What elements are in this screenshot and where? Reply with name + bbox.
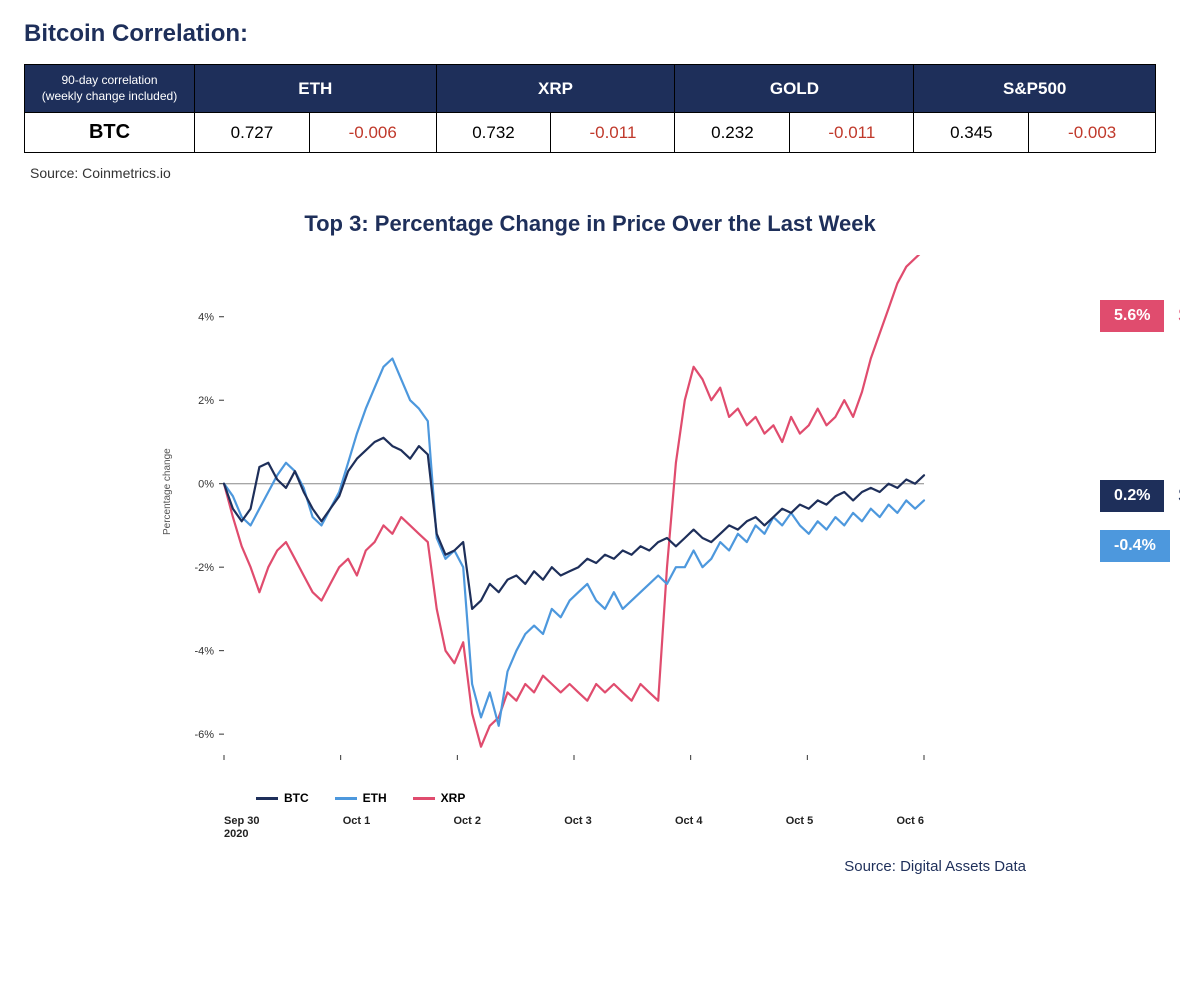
badge-eth: -0.4% $353.5	[1100, 530, 1180, 562]
y-axis-label: Percentage change	[162, 448, 173, 535]
cell-sp500-value: 0.345	[914, 113, 1029, 153]
legend-xrp-label: XRP	[441, 791, 466, 805]
table-header-row: 90-day correlation (weekly change includ…	[25, 65, 1156, 113]
cell-gold-value: 0.232	[675, 113, 790, 153]
badge-btc: 0.2% $10,751	[1100, 480, 1180, 512]
header-label-line2: (weekly change included)	[42, 89, 177, 103]
legend-xrp: XRP	[413, 791, 466, 805]
cell-sp500-change: -0.003	[1029, 113, 1156, 153]
legend-btc: BTC	[256, 791, 309, 805]
legend-btc-swatch	[256, 797, 278, 800]
svg-text:-4%: -4%	[194, 646, 214, 658]
col-xrp: XRP	[436, 65, 675, 113]
svg-text:0%: 0%	[198, 479, 214, 491]
svg-text:2%: 2%	[198, 395, 214, 407]
correlation-table: 90-day correlation (weekly change includ…	[24, 64, 1156, 153]
header-label-line1: 90-day correlation	[61, 73, 157, 87]
legend-eth: ETH	[335, 791, 387, 805]
svg-text:-6%: -6%	[194, 729, 214, 741]
table-row: BTC 0.727 -0.006 0.732 -0.011 0.232 -0.0…	[25, 113, 1156, 153]
legend-eth-swatch	[335, 797, 357, 800]
col-sp500: S&P500	[914, 65, 1156, 113]
svg-text:4%: 4%	[198, 312, 214, 324]
col-eth: ETH	[195, 65, 437, 113]
row-label-btc: BTC	[25, 113, 195, 153]
chart-title: Top 3: Percentage Change in Price Over t…	[24, 211, 1156, 237]
badge-xrp: 5.6% $0.257	[1100, 300, 1180, 332]
chart-legend: BTC ETH XRP	[256, 791, 465, 805]
cell-eth-change: -0.006	[309, 113, 436, 153]
x-axis-labels: Sep 302020Oct 1Oct 2Oct 3Oct 4Oct 5Oct 6	[224, 815, 924, 841]
header-label-cell: 90-day correlation (weekly change includ…	[25, 65, 195, 113]
table-source: Source: Coinmetrics.io	[30, 165, 1156, 181]
col-gold: GOLD	[675, 65, 914, 113]
cell-gold-change: -0.011	[790, 113, 914, 153]
legend-eth-label: ETH	[363, 791, 387, 805]
svg-text:-2%: -2%	[194, 562, 214, 574]
cell-xrp-change: -0.011	[551, 113, 675, 153]
legend-btc-label: BTC	[284, 791, 309, 805]
price-change-chart: -6%-4%-2%0%2%4% Percentage change 5.6% $…	[24, 255, 1156, 875]
page-title: Bitcoin Correlation:	[24, 20, 1156, 48]
legend-xrp-swatch	[413, 797, 435, 800]
chart-svg: -6% -4% -2% 0% 2% 4%	[24, 255, 1144, 795]
badge-btc-pct: 0.2%	[1100, 480, 1164, 512]
badge-eth-pct: -0.4%	[1100, 530, 1170, 562]
badge-xrp-pct: 5.6%	[1100, 300, 1164, 332]
cell-eth-value: 0.727	[195, 113, 310, 153]
cell-xrp-value: 0.732	[436, 113, 551, 153]
chart-source: Source: Digital Assets Data	[844, 858, 1026, 875]
